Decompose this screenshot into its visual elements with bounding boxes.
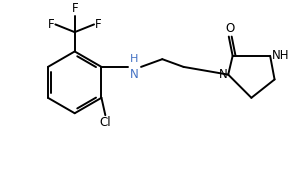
Text: N: N xyxy=(129,68,138,81)
Text: N: N xyxy=(219,68,227,81)
Text: F: F xyxy=(71,2,78,15)
Text: NH: NH xyxy=(272,49,290,62)
Text: F: F xyxy=(48,18,54,31)
Text: Cl: Cl xyxy=(100,116,111,129)
Text: O: O xyxy=(225,22,234,35)
Text: F: F xyxy=(95,18,102,31)
Text: H: H xyxy=(129,54,138,64)
